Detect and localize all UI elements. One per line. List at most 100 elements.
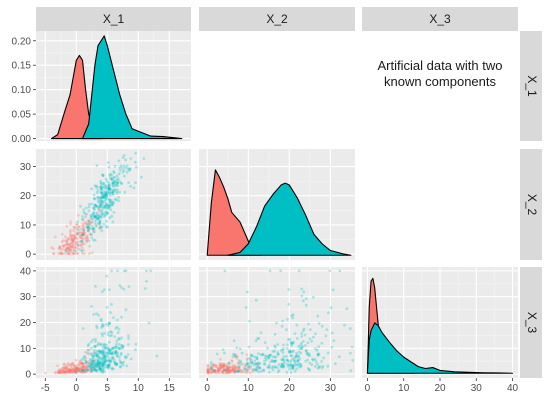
scatter-point-component-2: [84, 215, 88, 219]
scatter-point-component-2: [101, 348, 105, 352]
scatter-point-component-2: [101, 363, 105, 367]
scatter-point-component-1: [65, 242, 68, 246]
scatter-point-component-2: [79, 204, 82, 208]
scatter-point-component-2: [114, 352, 117, 356]
scatter-point-component-2: [87, 219, 91, 223]
scatter-panel-X_1-vs-X_3: [36, 267, 191, 378]
scatter-point-component-2: [93, 368, 97, 371]
scatter-point-component-1: [233, 369, 237, 373]
scatter-point-component-1: [68, 235, 72, 239]
scatter-point-component-2: [103, 194, 107, 198]
scatter-point-component-2: [102, 356, 105, 360]
scatter-point-component-2: [88, 223, 92, 227]
scatter-point-component-2: [93, 203, 97, 207]
scatter-point-component-2: [95, 363, 98, 366]
scatter-point-component-2: [281, 363, 285, 366]
scatter-point-component-1: [80, 369, 84, 373]
scatter-point-component-2: [78, 369, 82, 373]
scatter-point-component-1: [60, 369, 64, 373]
scatter-point-component-2: [80, 239, 84, 243]
scatter-point-component-1: [60, 232, 64, 236]
scatter-point-component-1: [56, 371, 60, 374]
scatter-point-component-2: [267, 355, 271, 359]
scatter-point-component-2: [142, 157, 146, 160]
y-tick-label-X_2: 30: [20, 162, 32, 173]
scatter-point-component-2: [98, 368, 102, 372]
scatter-point-component-2: [93, 367, 96, 371]
scatter-point-component-2: [107, 359, 110, 363]
scatter-point-component-2: [96, 362, 100, 366]
scatter-point-component-2: [107, 186, 111, 190]
scatter-point-component-1: [57, 252, 60, 256]
scatter-point-component-2: [301, 299, 305, 303]
scatter-point-component-1: [67, 368, 71, 371]
scatter-point-component-2: [124, 308, 128, 312]
scatter-point-component-1: [72, 237, 76, 241]
scatter-point-component-1: [225, 371, 229, 375]
scatter-point-component-1: [84, 359, 88, 363]
scatter-point-component-1: [206, 366, 210, 369]
scatter-point-component-1: [85, 212, 89, 216]
scatter-point-component-2: [118, 190, 121, 194]
scatter-point-component-2: [100, 352, 104, 356]
scatter-point-component-1: [72, 367, 75, 371]
scatter-point-component-2: [97, 214, 101, 218]
scatter-point-component-1: [230, 359, 234, 363]
scatter-point-component-2: [271, 365, 275, 368]
scatter-point-component-2: [300, 287, 304, 291]
scatter-point-component-2: [95, 354, 99, 358]
scatter-point-component-1: [225, 371, 228, 374]
scatter-point-component-2: [210, 363, 213, 367]
scatter-point-component-2: [108, 321, 111, 325]
scatter-point-component-2: [303, 333, 307, 337]
scatter-point-component-2: [111, 346, 115, 350]
scatter-point-component-2: [105, 207, 109, 210]
scatter-point-component-1: [82, 237, 86, 241]
scatter-point-component-1: [67, 237, 71, 241]
scatter-point-component-2: [245, 290, 249, 294]
scatter-point-component-2: [289, 354, 292, 357]
scatter-point-component-2: [238, 347, 242, 351]
scatter-point-component-2: [281, 364, 284, 368]
scatter-point-component-2: [114, 349, 118, 353]
scatter-point-component-2: [320, 360, 323, 363]
scatter-point-component-2: [93, 349, 96, 352]
scatter-point-component-1: [65, 224, 69, 228]
scatter-point-component-2: [121, 156, 125, 160]
x-tick-label-X_1: 0: [74, 383, 80, 394]
scatter-point-component-2: [101, 351, 104, 354]
scatter-point-component-1: [74, 370, 78, 373]
scatter-point-component-2: [111, 201, 114, 204]
scatter-point-component-1: [60, 370, 63, 374]
scatter-point-component-2: [121, 344, 125, 348]
scatter-point-component-2: [102, 359, 106, 363]
scatter-point-component-2: [259, 370, 263, 373]
scatter-point-component-2: [255, 355, 259, 359]
scatter-point-component-2: [237, 365, 241, 369]
scatter-point-component-2: [91, 355, 95, 359]
scatter-point-component-1: [81, 370, 85, 374]
scatter-point-component-2: [233, 353, 237, 356]
scatter-point-component-2: [287, 338, 290, 341]
scatter-point-component-1: [216, 366, 219, 370]
scatter-point-component-2: [90, 346, 93, 350]
scatter-point-component-2: [100, 185, 103, 189]
scatter-point-component-2: [115, 344, 118, 348]
scatter-point-component-2: [107, 188, 111, 191]
scatter-point-component-2: [118, 347, 121, 351]
scatter-point-component-1: [213, 369, 216, 373]
scatter-point-component-1: [86, 226, 90, 230]
scatter-point-component-2: [100, 210, 103, 214]
scatter-point-component-2: [100, 209, 104, 212]
scatter-point-component-1: [229, 368, 232, 372]
scatter-point-component-1: [61, 252, 64, 256]
scatter-point-component-1: [227, 366, 231, 370]
scatter-point-component-2: [314, 347, 317, 351]
scatter-point-component-2: [127, 181, 130, 184]
scatter-point-component-2: [111, 181, 115, 185]
scatter-point-component-2: [108, 199, 112, 202]
scatter-point-component-2: [99, 181, 103, 185]
scatter-point-component-1: [97, 365, 101, 368]
scatter-point-component-2: [257, 352, 260, 355]
scatter-point-component-1: [80, 361, 83, 365]
